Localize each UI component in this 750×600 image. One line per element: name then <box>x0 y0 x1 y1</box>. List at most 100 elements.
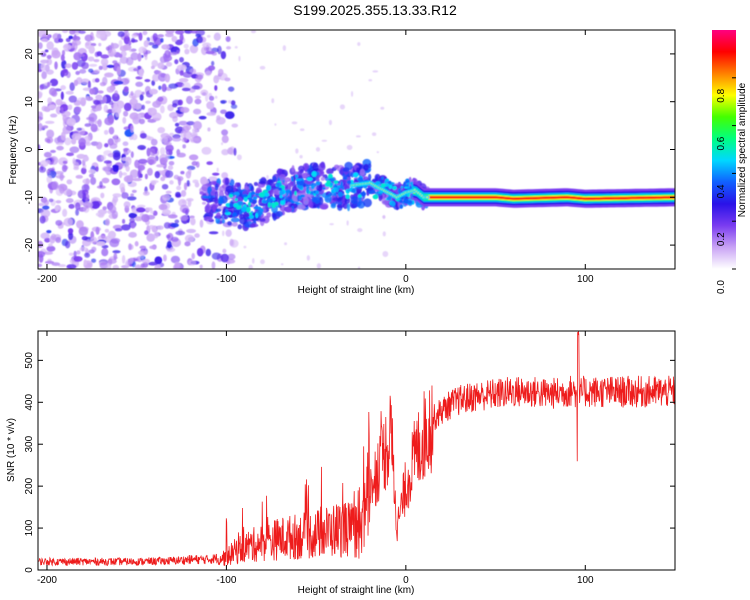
spectrogram-noise-blob <box>208 176 218 182</box>
spectrogram-noise-blob <box>104 143 109 148</box>
spectrogram-noise-blob <box>137 145 146 150</box>
spectrogram-noise-blob <box>38 90 43 98</box>
spectrogram-noise-blob <box>139 245 147 250</box>
spectrogram-band-blob <box>357 194 362 198</box>
spectrogram-band-blob <box>318 162 326 171</box>
spectrogram-noise-blob <box>90 123 98 133</box>
spectrogram-noise-blob <box>147 42 155 46</box>
spectrogram-noise-blob <box>236 154 242 161</box>
spectrogram-noise-blob <box>38 42 43 50</box>
snr-ticks: -200 -100 0 100 0 100 200 300 400 500 <box>24 331 675 586</box>
spectrogram-noise-blob <box>131 33 138 38</box>
spectrogram-noise-blob <box>62 114 67 122</box>
spectrogram-noise-blob <box>170 236 179 242</box>
spectrogram-noise-blob <box>228 100 232 104</box>
spectrogram-noise-blob <box>137 164 146 171</box>
spectrogram-band-blob <box>227 221 232 226</box>
spectrogram-noise-blob <box>168 161 175 166</box>
spectrogram-noise-blob <box>41 71 47 80</box>
spectrogram-noise-blob <box>170 222 179 228</box>
spectrogram-noise-blob <box>71 133 82 141</box>
spectrogram-noise-blob <box>38 202 45 207</box>
spectrogram-noise-blob <box>46 69 54 75</box>
spectrogram-noise-blob <box>165 190 172 194</box>
spectrogram-noise-blob <box>248 264 253 269</box>
spectrogram-noise-blob <box>206 161 213 165</box>
snr-series-line <box>38 331 675 567</box>
spectrogram-noise-blob <box>211 261 216 269</box>
spectrogram-noise-blob <box>137 114 142 119</box>
snr-y-tick-label: 300 <box>24 435 35 452</box>
spectrogram-noise-blob <box>40 209 51 218</box>
spectrogram-band-blob <box>279 174 286 181</box>
spectrogram-noise-blob <box>145 100 151 104</box>
spectrogram-noise-blob <box>205 93 209 102</box>
spectrogram-noise-blob <box>141 258 151 264</box>
spectrogram-noise-blob <box>114 228 123 232</box>
spectrogram-noise-blob <box>102 206 107 211</box>
spectrogram-noise-blob <box>128 40 132 46</box>
spectrogram-noise-blob <box>55 200 62 204</box>
spectrogram-noise-blob <box>46 58 53 66</box>
spectrogram-noise-blob <box>183 43 189 49</box>
spectrogram-noise-blob <box>105 218 110 226</box>
spectrogram-noise-blob <box>88 173 95 178</box>
spectrogram-noise-blob <box>195 33 202 38</box>
spectrogram-noise-blob <box>94 78 100 83</box>
spectrogram-noise-blob <box>69 258 75 264</box>
spectrogram-noise-blob <box>167 165 174 171</box>
spectrogram-noise-blob <box>191 252 195 260</box>
spectrogram-noise-blob <box>186 228 197 234</box>
spectrogram-noise-blob <box>172 103 178 108</box>
spectrogram-noise-blob <box>208 95 215 101</box>
spectrogram-noise-blob <box>182 200 186 204</box>
spectrogram-noise-blob <box>160 105 165 114</box>
spectrogram-band-blob <box>344 197 351 204</box>
spectrogram-noise-blob <box>85 42 90 46</box>
spectrogram-noise-blob <box>211 252 222 260</box>
spectrogram-noise-blob <box>150 138 158 146</box>
colorbar-tick-label: 0.4 <box>716 184 727 198</box>
spectrogram-band-blob <box>363 163 369 172</box>
spectrogram-noise-blob <box>170 51 178 56</box>
spectrogram-noise-blob <box>111 178 121 186</box>
spectrogram-band-blob <box>316 183 323 192</box>
figure-title: S199.2025.355.13.33.R12 <box>293 2 457 18</box>
spectrogram-noise-blob <box>183 130 192 140</box>
spectrogram-band-blob <box>342 202 349 209</box>
spectrogram-noise-blob <box>157 34 165 38</box>
spectrogram-band-blob <box>202 195 211 199</box>
spectrogram-noise-blob <box>380 106 385 110</box>
spectrogram-noise-blob <box>142 30 148 36</box>
spectrogram-noise-blob <box>97 213 105 218</box>
spectrogram-noise-blob <box>49 78 59 87</box>
spectrogram-noise-blob <box>206 112 216 116</box>
spectrogram-noise-blob <box>216 167 219 173</box>
spectrogram-y-tick-label: 20 <box>24 48 35 60</box>
spectrogram-noise-blob <box>104 228 110 233</box>
spectrogram-band-blob <box>298 180 304 186</box>
spectrogram-noise-blob <box>131 95 138 100</box>
spectrogram-band-blob <box>262 189 269 194</box>
spectrogram-noise-blob <box>128 257 134 264</box>
spectrogram-band-blob <box>350 195 359 204</box>
spectrogram-noise-blob <box>371 132 377 136</box>
spectrogram-noise-blob <box>79 246 89 252</box>
spectrogram-noise-blob <box>51 181 59 191</box>
spectrogram-band-blob <box>310 185 315 190</box>
spectrogram-noise-blob <box>306 255 311 261</box>
spectrogram-band-blob <box>248 191 252 198</box>
spectrogram-band-blob <box>203 216 213 222</box>
spectrogram-band-blob <box>330 203 337 209</box>
spectrogram-band-blob <box>324 194 332 203</box>
colorbar-tick-label: 0.2 <box>716 232 727 246</box>
spectrogram-band-blob <box>381 176 384 180</box>
snr-x-tick-label: 100 <box>577 575 594 586</box>
spectrogram-noise-blob <box>176 185 182 191</box>
spectrogram-x-label: Height of straight line (km) <box>298 285 415 296</box>
spectrogram-noise-blob <box>183 182 188 191</box>
spectrogram-noise-blob <box>174 219 180 224</box>
spectrogram-noise-blob <box>50 233 57 241</box>
spectrogram-noise-blob <box>165 61 173 67</box>
spectrogram-noise-blob <box>221 129 229 136</box>
